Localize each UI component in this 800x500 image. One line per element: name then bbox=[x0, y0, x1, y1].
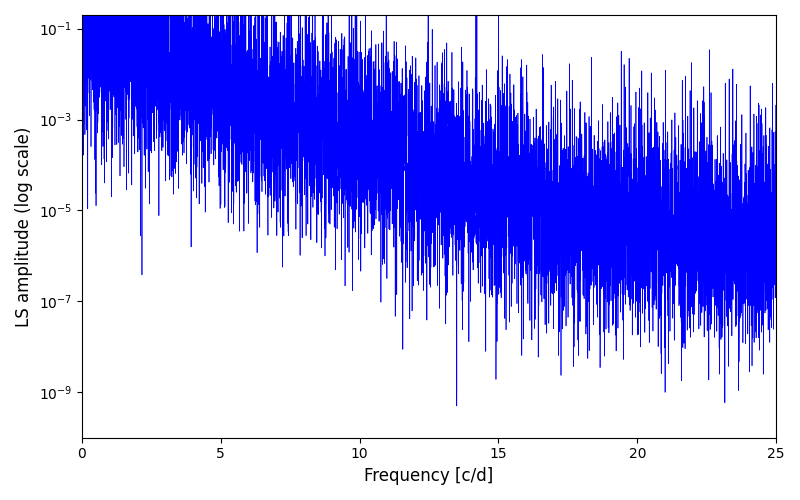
X-axis label: Frequency [c/d]: Frequency [c/d] bbox=[364, 467, 494, 485]
Y-axis label: LS amplitude (log scale): LS amplitude (log scale) bbox=[15, 126, 33, 326]
